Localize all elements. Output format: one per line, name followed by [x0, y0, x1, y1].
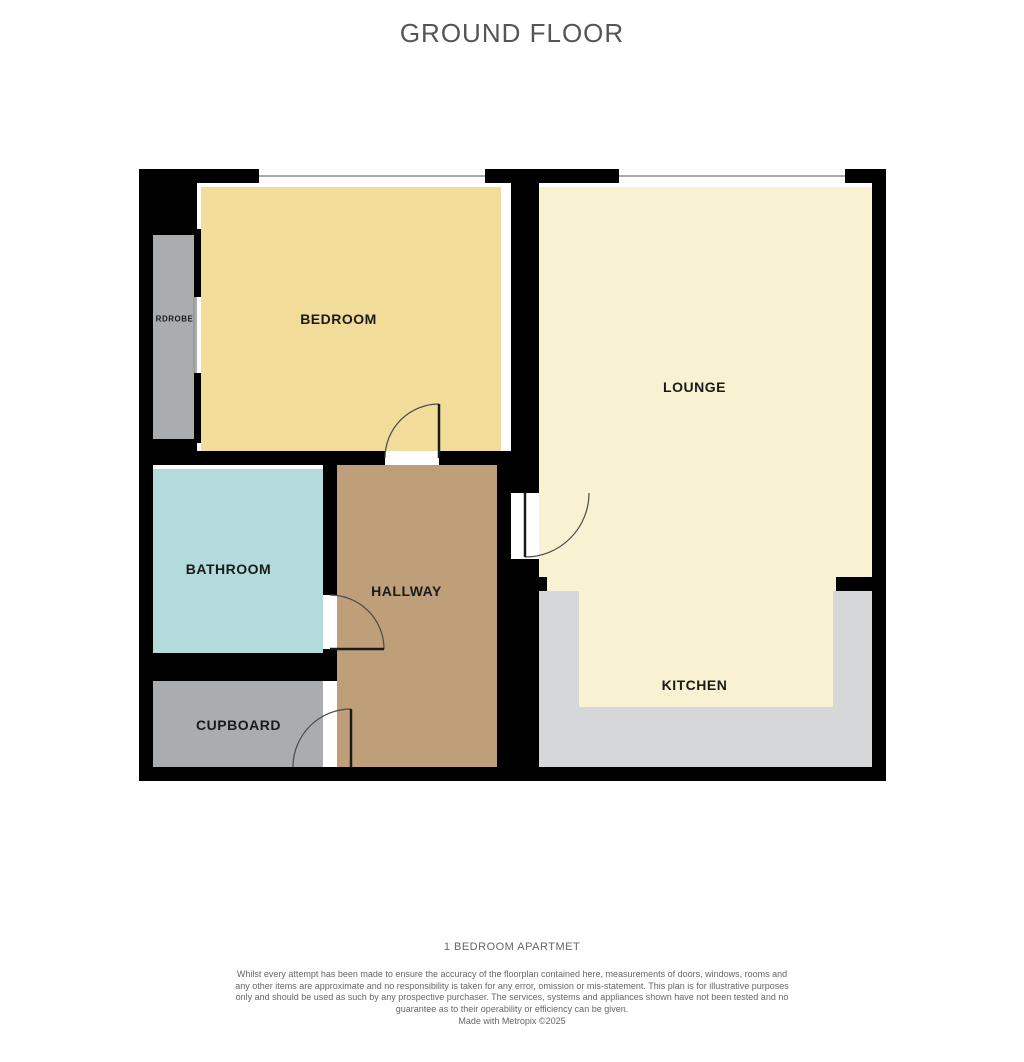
- room-label-hallway: HALLWAY: [371, 583, 442, 599]
- plan-container: RDROBE BEDROOM LOUNGE BATHROOM HALLWAY CUPBOA…: [0, 169, 1024, 781]
- room-label-wardrobe: RDROBE: [156, 315, 194, 324]
- room-label-lounge: LOUNGE: [663, 379, 726, 395]
- plan-subtitle: 1 BEDROOM APARTMET: [0, 941, 1024, 953]
- disclaimer-text: Whilst every attempt has been made to en…: [232, 969, 792, 1027]
- room-label-kitchen: KITCHEN: [662, 677, 728, 693]
- room-label-bedroom: BEDROOM: [300, 311, 377, 327]
- room-label-bathroom: BATHROOM: [186, 561, 271, 577]
- floor-title: GROUND FLOOR: [0, 0, 1024, 49]
- floor-plan: RDROBE BEDROOM LOUNGE BATHROOM HALLWAY CUPBOA…: [139, 169, 886, 781]
- room-label-cupboard: CUPBOARD: [196, 717, 281, 733]
